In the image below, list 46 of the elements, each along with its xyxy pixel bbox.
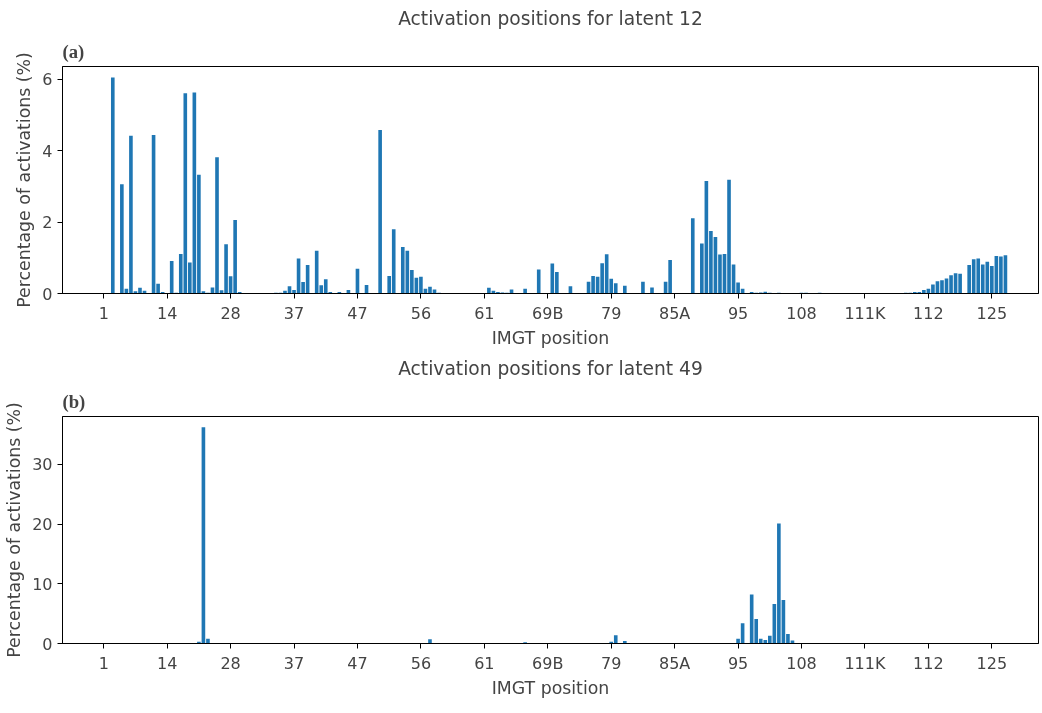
x-tick-label: 112 (913, 653, 944, 673)
x-tick-label: 111K (844, 303, 886, 323)
x-tick-label: 47 (347, 303, 368, 323)
x-tick-label: 69B (532, 303, 564, 323)
y-tick-label: 0 (42, 634, 53, 654)
y-tick-label: 0 (42, 284, 53, 304)
text: (a) (62, 40, 85, 63)
x-tick-label: 85A (659, 303, 691, 323)
y-tick-label: 10 (32, 574, 53, 594)
x-tick-label: 95 (727, 303, 749, 323)
x-tick-label: 111K (844, 653, 886, 673)
x-tick-label: 85A (659, 653, 691, 673)
y-tick-label: 2 (42, 213, 53, 233)
x-tick-label: 37 (283, 303, 305, 323)
x-tick-label: 1 (98, 303, 109, 323)
x-tick-label: 108 (786, 653, 817, 673)
y-axis-title: Percentage of activations (%) (4, 402, 25, 658)
y-tick-label: 4 (42, 141, 53, 161)
y-tick-label: 20 (32, 515, 53, 535)
x-tick-label: 79 (601, 303, 622, 323)
x-tick-label: 61 (474, 303, 495, 323)
x-tick-label: 37 (283, 653, 305, 673)
x-tick-label: 61 (474, 653, 495, 673)
y-tick-label: 30 (32, 455, 53, 475)
x-axis-title: IMGT position (491, 327, 610, 348)
x-tick-label: 95 (727, 653, 749, 673)
x-tick-label: 112 (913, 303, 944, 323)
y-tick-label: 6 (42, 70, 53, 90)
x-tick-label: 125 (976, 653, 1008, 673)
x-tick-label: 79 (601, 653, 622, 673)
x-axis-title: IMGT position (491, 677, 610, 698)
x-tick-label: 108 (786, 303, 817, 323)
x-tick-label: 28 (220, 653, 241, 673)
x-tick-label: 69B (532, 653, 564, 673)
x-tick-label: 28 (220, 303, 241, 323)
chart-title: Activation positions for latent 12 (398, 7, 703, 29)
x-tick-label: 14 (156, 653, 178, 673)
x-tick-label: 125 (976, 303, 1008, 323)
x-tick-label: 56 (410, 303, 432, 323)
x-tick-label: 56 (410, 653, 432, 673)
text: (b) (62, 390, 86, 413)
y-axis-title: Percentage of activations (%) (14, 52, 35, 308)
chart-title: Activation positions for latent 49 (398, 357, 703, 379)
x-tick-label: 47 (347, 653, 368, 673)
x-tick-label: 14 (156, 303, 178, 323)
x-tick-label: 1 (98, 653, 109, 673)
